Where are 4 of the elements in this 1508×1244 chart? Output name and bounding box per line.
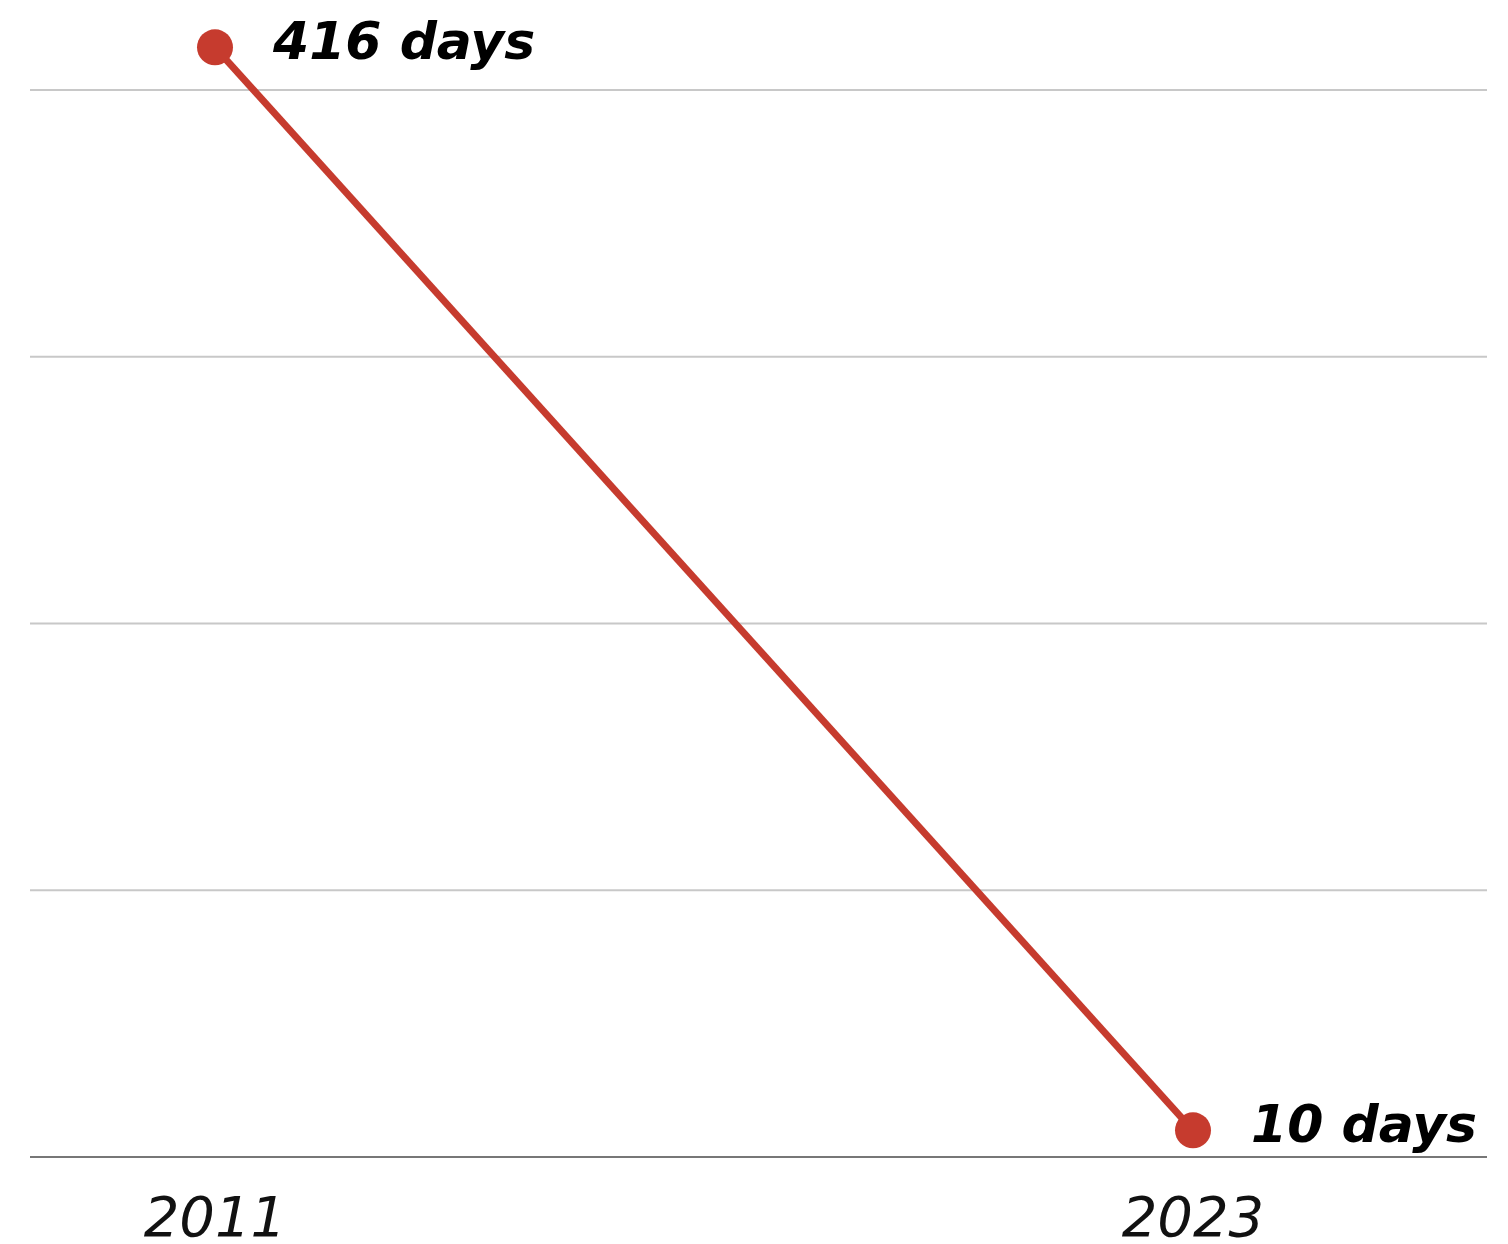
x-tick-label: 2011 (143, 1184, 287, 1244)
data-label: 10 days (1251, 1094, 1478, 1155)
data-label: 416 days (272, 11, 536, 72)
x-tick-label: 2023 (1121, 1184, 1265, 1244)
